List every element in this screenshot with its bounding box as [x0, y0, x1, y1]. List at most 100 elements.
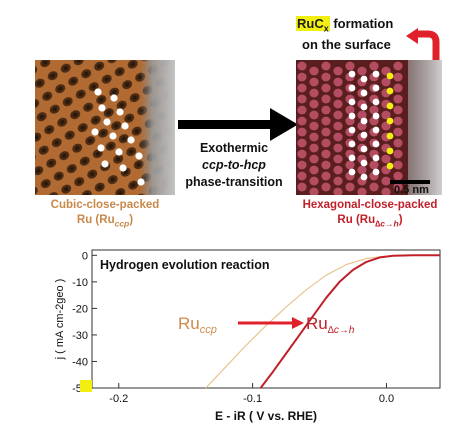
- hcp-lattice-spot: [321, 83, 331, 93]
- hcp-lattice-spot: [297, 116, 307, 126]
- surface-annotation: RuCx formation on the surface: [296, 16, 426, 53]
- hcp-lattice-spot: [345, 160, 355, 170]
- hcp-lattice-spot: [309, 154, 319, 164]
- hcp-lattice-spot: [393, 127, 403, 137]
- hcp-lattice-spot: [333, 132, 343, 142]
- hcp-lattice-spot: [393, 149, 403, 159]
- hcp-lattice-spot: [393, 160, 403, 170]
- hcp-lattice-spot: [333, 110, 343, 120]
- plot-frame: [91, 249, 441, 389]
- ccp-atom-markers: [91, 88, 145, 186]
- hcp-lattice-spot: [321, 149, 331, 159]
- surface-annotation-line1: RuCx formation: [296, 16, 426, 37]
- arrow-label-line3: phase-transition: [185, 175, 283, 189]
- hcp-lattice-spot: [309, 77, 319, 87]
- ccp-caption: Cubic-close-packed Ru (Ruccp): [22, 198, 188, 231]
- hcp-atom-dot: [348, 140, 356, 148]
- hcp-atom-dot: [360, 159, 368, 167]
- ccp-caption-line1: Cubic-close-packed: [50, 199, 160, 211]
- hcp-lattice-spot: [297, 182, 307, 192]
- hcp-lattice-spot: [321, 160, 331, 170]
- hcp-lattice-spot: [297, 127, 307, 137]
- hcp-lattice-spot: [333, 176, 343, 186]
- scale-bar-label: 0.5 nm: [394, 184, 429, 196]
- hcp-lattice-spot: [297, 160, 307, 170]
- hcp-atom-dot: [348, 154, 356, 162]
- arrow-label: Exothermic ccp-to-hcp phase-transition: [176, 140, 292, 191]
- hcp-lattice-spot: [345, 61, 355, 71]
- hcp-atom-dot: [372, 70, 380, 78]
- ccp-annotation-main: Ru: [178, 314, 200, 333]
- series-line-ru-hcp: [259, 254, 440, 389]
- hcp-lattice-spot: [297, 61, 307, 71]
- hcp-atom-dot: [348, 70, 356, 78]
- x-axis-ticks: -0.2 -0.1 0.0: [109, 383, 394, 405]
- hcp-annotation-sub: ∆c→h: [328, 325, 355, 336]
- ccp-atom-dot: [137, 178, 145, 186]
- hcp-lattice-spot: [321, 72, 331, 82]
- rucx-label: RuCx: [296, 16, 330, 34]
- y-tick-label: 0: [82, 250, 88, 262]
- phase-transition-arrow: [178, 108, 298, 141]
- ccp-atom-dot: [101, 160, 109, 168]
- hcp-lattice-spot: [393, 83, 403, 93]
- hcp-atom-dot: [372, 84, 380, 92]
- ccp-atom-dot: [116, 108, 124, 116]
- ccp-caption-sub: ccp: [114, 218, 130, 229]
- x-tick-label: -0.2: [109, 393, 128, 405]
- hcp-micrograph: [296, 60, 442, 195]
- series-line-ru-ccp: [205, 254, 427, 389]
- annotation-arrow-head: [292, 317, 304, 329]
- hcp-lattice-spot: [309, 143, 319, 153]
- hcp-lattice-spot: [357, 165, 367, 175]
- hcp-atom-dot: [348, 84, 356, 92]
- hcp-atom-dot: [348, 98, 356, 106]
- hcp-lattice-spot: [345, 182, 355, 192]
- hcp-lattice-spot: [381, 187, 391, 195]
- surface-carbide-dot: [386, 102, 394, 110]
- surface-carbide-dot: [386, 147, 394, 155]
- hcp-caption: Hexagonal-close-packed Ru (Ru∆c→h): [282, 198, 458, 231]
- hcp-atom-dot: [372, 140, 380, 148]
- ccp-atom-dot: [119, 164, 127, 172]
- hcp-lattice-image: [296, 60, 442, 195]
- hcp-lattice-spot: [321, 116, 331, 126]
- hcp-atom-dot: [360, 103, 368, 111]
- hcp-lattice-spot: [381, 110, 391, 120]
- hcp-lattice-spot: [381, 77, 391, 87]
- hcp-annotation: Ru∆c→h: [306, 314, 355, 336]
- hcp-lattice-spot: [393, 72, 403, 82]
- hcp-caption-end: ): [398, 214, 403, 226]
- hcp-atom-dot: [360, 173, 368, 181]
- hcp-lattice-columns: [297, 61, 403, 195]
- ccp-atom-dot: [110, 94, 118, 102]
- hcp-caption-line1: Hexagonal-close-packed: [302, 199, 438, 211]
- hcp-atom-dot: [360, 131, 368, 139]
- ccp-atom-dot: [103, 118, 111, 126]
- hcp-lattice-spot: [333, 77, 343, 87]
- hcp-lattice-spot: [333, 143, 343, 153]
- hcp-atom-dot: [348, 112, 356, 120]
- hcp-lattice-spot: [309, 165, 319, 175]
- hcp-lattice-spot: [297, 105, 307, 115]
- ccp-caption-main: Ru (Ru: [76, 214, 115, 226]
- hcp-lattice-spot: [333, 121, 343, 131]
- hcp-lattice-spot: [297, 138, 307, 148]
- surface-carbide-dot: [386, 162, 394, 170]
- hcp-lattice-spot: [297, 83, 307, 93]
- hcp-lattice-spot: [393, 61, 403, 71]
- hcp-lattice-spot: [321, 94, 331, 104]
- hcp-atom-dot: [348, 126, 356, 134]
- y-axis-label: j ( mA cm-2geo ): [54, 279, 66, 361]
- x-tick-label: 0.0: [379, 393, 394, 405]
- hcp-lattice-spot: [309, 99, 319, 109]
- hcp-lattice-spot: [357, 66, 367, 76]
- surface-carbide-dot: [386, 117, 394, 125]
- hcp-lattice-spot: [297, 149, 307, 159]
- rucx-main: RuC: [297, 16, 324, 31]
- hcp-atom-dot: [372, 112, 380, 120]
- ccp-atom-dot: [98, 104, 106, 112]
- hcp-atom-markers: [348, 70, 394, 181]
- ccp-atom-dot: [94, 88, 102, 96]
- hcp-lattice-spot: [321, 105, 331, 115]
